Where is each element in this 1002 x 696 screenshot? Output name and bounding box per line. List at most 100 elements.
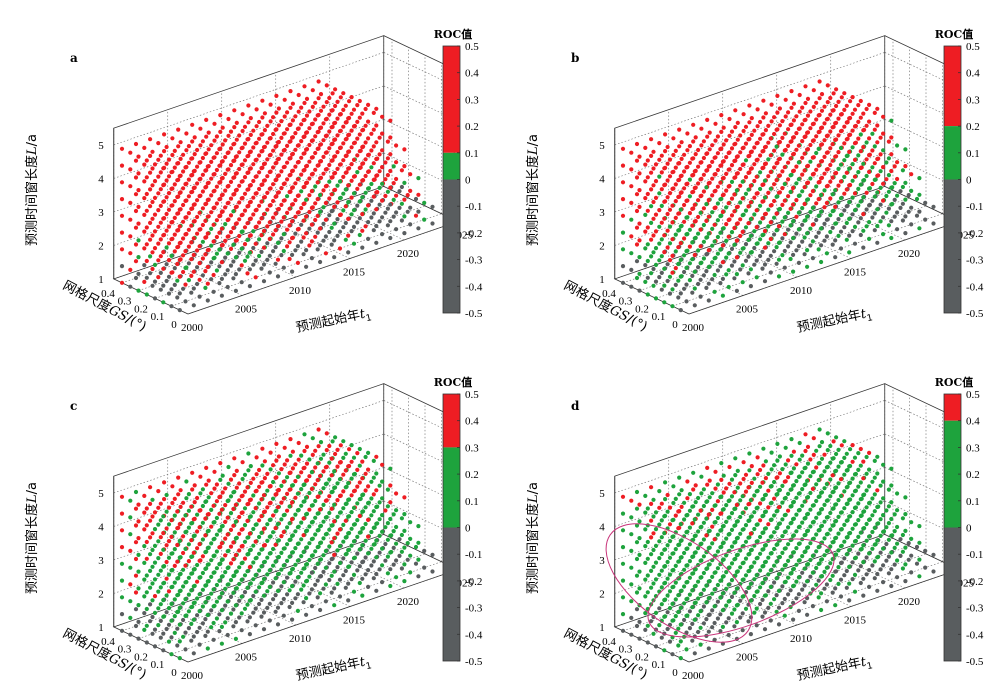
scatter-point [752, 212, 757, 217]
scatter-point [211, 570, 216, 575]
scatter-point [259, 564, 264, 569]
scatter-point [738, 166, 743, 172]
scatter-point [169, 534, 174, 539]
scatter-point [881, 148, 886, 153]
scatter-point [819, 557, 824, 562]
scatter-point [842, 158, 847, 163]
scatter-point [416, 226, 421, 231]
scatter-point [388, 533, 393, 538]
scatter-point [670, 304, 675, 309]
scatter-point [667, 191, 673, 196]
scatter-point [870, 131, 875, 136]
scatter-point [870, 215, 875, 220]
scatter-point [349, 476, 354, 481]
scatter-point [233, 154, 238, 159]
scatter-point [667, 224, 673, 229]
scatter-point [710, 210, 715, 215]
scatter-point [203, 218, 208, 223]
scatter-point [791, 617, 796, 622]
scatter-point [203, 202, 208, 207]
scatter-point [800, 139, 805, 144]
scatter-point [852, 174, 858, 179]
scatter-point [732, 573, 737, 579]
scatter-point [374, 173, 379, 178]
scatter-point [287, 554, 292, 559]
scatter-point [172, 530, 177, 535]
y-tick-label: 0.3 [619, 644, 633, 656]
scatter-point [634, 573, 640, 578]
scatter-point [786, 227, 791, 232]
scatter-point [726, 284, 731, 290]
scatter-point [273, 245, 278, 250]
scatter-point [335, 565, 340, 570]
colorbar-tick-label: 0 [465, 523, 471, 535]
scatter-point [228, 594, 234, 599]
scatter-point [768, 220, 773, 225]
scatter-point [413, 213, 419, 218]
scatter-point [782, 232, 787, 237]
scatter-point [181, 584, 186, 589]
scatter-point [327, 129, 332, 134]
scatter-point [337, 212, 343, 218]
scatter-point [786, 194, 791, 199]
scatter-point [337, 246, 343, 251]
scatter-point [867, 203, 872, 208]
scatter-point [847, 233, 852, 238]
scatter-point [870, 563, 875, 568]
scatter-point [810, 604, 815, 609]
scatter-point [824, 582, 829, 587]
scatter-point [144, 539, 149, 545]
scatter-point [383, 210, 388, 215]
scatter-point [377, 550, 382, 555]
scatter-point [225, 150, 230, 156]
scatter-point [253, 489, 258, 494]
scatter-point [219, 541, 224, 546]
scatter-point [720, 574, 725, 579]
scatter-point [385, 223, 390, 228]
scatter-point [148, 271, 153, 276]
scatter-point [119, 528, 125, 533]
scatter-point [233, 586, 238, 591]
scatter-point [895, 176, 900, 182]
scatter-point [385, 206, 390, 211]
scatter-point [186, 492, 191, 497]
scatter-point [313, 167, 318, 172]
scatter-point [237, 233, 242, 239]
scatter-point [327, 561, 332, 566]
scatter-point [301, 134, 306, 140]
scatter-point [805, 214, 810, 219]
scatter-point [842, 539, 847, 544]
scatter-point [408, 172, 413, 177]
scatter-point [231, 158, 236, 164]
z-tick-label: 5 [599, 488, 605, 500]
scatter-point [682, 152, 687, 157]
scatter-point [195, 248, 200, 253]
scatter-point [152, 560, 158, 565]
scatter-point [273, 576, 278, 581]
scatter-point [833, 188, 838, 193]
scatter-point [307, 176, 312, 181]
scatter-point [197, 294, 202, 299]
scatter-point [152, 543, 158, 548]
scatter-point [281, 232, 286, 237]
scatter-point [346, 548, 351, 553]
scatter-point [814, 100, 819, 105]
scatter-point [261, 145, 267, 150]
scatter-point [228, 196, 234, 201]
scatter-point [313, 448, 318, 453]
scatter-point [245, 619, 250, 624]
scatter-point [313, 482, 318, 487]
scatter-point [259, 182, 264, 187]
scatter-point [659, 568, 664, 573]
scatter-point [895, 227, 900, 232]
scatter-point [259, 199, 264, 204]
scatter-point [200, 139, 205, 144]
scatter-point [788, 223, 793, 228]
scatter-point [148, 237, 153, 242]
scatter-point [233, 255, 238, 260]
scatter-point [752, 610, 757, 615]
scatter-point [682, 253, 687, 258]
scatter-point [228, 544, 234, 549]
scatter-point [663, 149, 668, 154]
scatter-point [726, 268, 731, 273]
